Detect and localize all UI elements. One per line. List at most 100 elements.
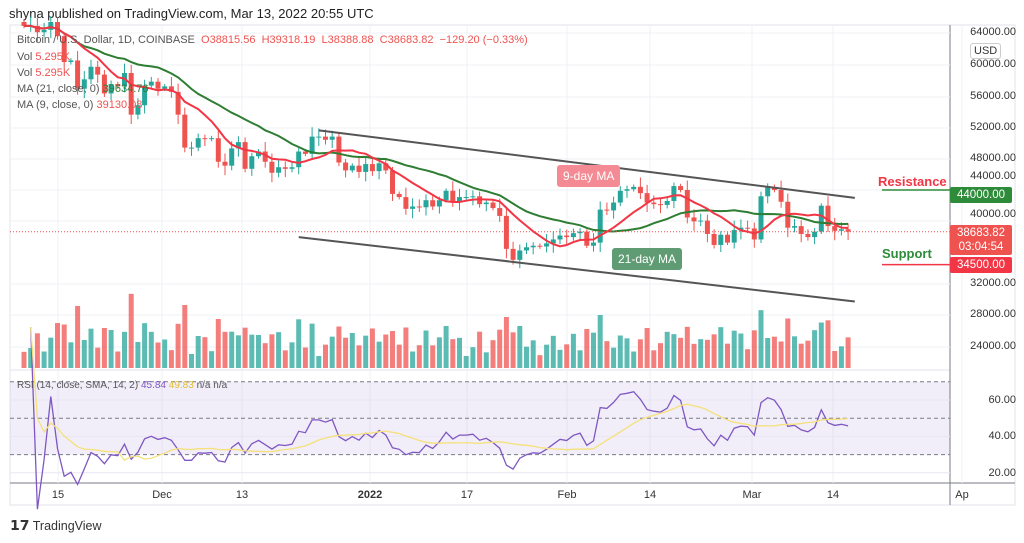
volume-bar: [537, 355, 543, 368]
date-tick: 14: [826, 489, 840, 501]
candle-body: [550, 239, 556, 244]
volume-bar: [617, 335, 623, 368]
brand-name: TradingView: [32, 519, 102, 533]
volume-bar: [450, 339, 456, 368]
candle-body: [34, 25, 40, 33]
candle-body: [584, 231, 590, 246]
candle-body: [517, 250, 523, 260]
candle-body: [68, 60, 74, 63]
candle-body: [463, 197, 469, 199]
volume-bar: [383, 334, 389, 368]
candle-body: [470, 196, 476, 198]
price-tick: 60000.00: [970, 58, 1016, 70]
candle-body: [48, 22, 54, 30]
candle-body: [162, 86, 168, 89]
volume-bar: [584, 329, 590, 368]
published-header: shyna published on TradingView.com, Mar …: [9, 6, 374, 21]
legend-rsi: RSI (14, close, SMA, 14, 2) 45.84 49.83 …: [17, 380, 227, 391]
candle-body: [577, 231, 583, 234]
price-tick: 44000.00: [970, 170, 1016, 182]
last-price-tag: 38683.82 03:04:54: [950, 225, 1012, 255]
volume-bar: [745, 349, 751, 368]
candle-body: [436, 200, 442, 207]
volume-bar: [483, 352, 489, 368]
volume-bar: [229, 331, 235, 368]
volume-bar: [128, 293, 134, 368]
support-label: Support: [882, 246, 932, 261]
vol-label: Vol: [17, 51, 33, 63]
candle-body: [557, 235, 563, 240]
candle-body: [316, 136, 322, 138]
candle-body: [356, 165, 362, 172]
candle-body: [738, 227, 744, 231]
price-tick: 56000.00: [970, 90, 1016, 102]
candle-body: [457, 197, 462, 201]
volume-bar: [771, 336, 777, 368]
volume-bar: [48, 337, 54, 368]
volume-bar: [825, 320, 831, 368]
ohlc-low: L38388.88: [321, 34, 374, 46]
volume-bar: [530, 340, 536, 368]
volume-bar: [262, 343, 268, 368]
ohlc-close: C38683.82: [379, 34, 434, 46]
volume-bar: [731, 330, 737, 368]
volume-bar: [122, 331, 127, 368]
candle-body: [503, 215, 509, 249]
candle-body: [403, 197, 409, 209]
candle-body: [731, 230, 737, 243]
volume-bar: [751, 330, 757, 368]
candle-body: [222, 161, 228, 166]
candle-body: [363, 164, 369, 172]
currency-button[interactable]: USD: [970, 43, 1002, 59]
volume-bar: [81, 340, 87, 368]
ma9-annotation: 9-day MA: [557, 165, 621, 187]
volume-bar: [818, 322, 824, 368]
candle-body: [195, 138, 201, 148]
price-tick: 48000.00: [970, 152, 1016, 164]
ma9-line: [24, 24, 849, 248]
ma21-value: 39634.76: [102, 83, 149, 95]
volume-bar: [296, 319, 302, 368]
volume-bar: [591, 332, 596, 368]
volume-bar: [202, 337, 208, 368]
volume-bar: [564, 344, 570, 368]
volume-bar: [416, 345, 422, 368]
candle-body: [148, 81, 154, 86]
volume-bar: [631, 351, 637, 368]
volume-bar: [222, 331, 228, 368]
ohlc-high: H39318.19: [261, 34, 316, 46]
tradingview-logo[interactable]: 𝟭𝟳 TradingView: [10, 517, 102, 533]
candle-body: [21, 22, 27, 26]
volume-bar: [403, 327, 409, 368]
volume-bar: [323, 344, 328, 368]
ma9-label: MA (9, close, 0): [17, 99, 94, 111]
volume-bar: [148, 331, 154, 368]
volume-bar: [725, 343, 730, 368]
candle-body: [537, 245, 543, 247]
candle-body: [262, 151, 268, 162]
candle-body: [524, 247, 529, 251]
volume-bar: [845, 337, 851, 368]
candle-body: [269, 161, 275, 173]
ohlc-open: O38815.56: [201, 34, 256, 46]
candle-body: [490, 202, 496, 209]
volume-bar: [356, 345, 362, 368]
legend-symbol-row: Bitcoin / U.S. Dollar, 1D, COINBASE O388…: [17, 34, 528, 46]
candle-body: [845, 229, 851, 232]
volume-bar: [68, 342, 74, 368]
candle-body: [302, 151, 308, 154]
volume-bar: [785, 318, 791, 368]
volume-bar: [477, 331, 483, 368]
candle-body: [664, 200, 670, 205]
bar-countdown: 03:04:54: [958, 241, 1004, 253]
volume-bar: [423, 330, 429, 368]
volume-bar: [651, 350, 657, 368]
candle-body: [168, 86, 174, 92]
legend-vol2: Vol 5.295K: [17, 67, 70, 79]
date-tick: Dec: [152, 489, 172, 501]
rsi-tick: 20.00: [988, 467, 1016, 479]
ma21-annotation: 21-day MA: [612, 248, 683, 270]
candle-body: [410, 206, 416, 209]
candle-body: [75, 60, 81, 89]
